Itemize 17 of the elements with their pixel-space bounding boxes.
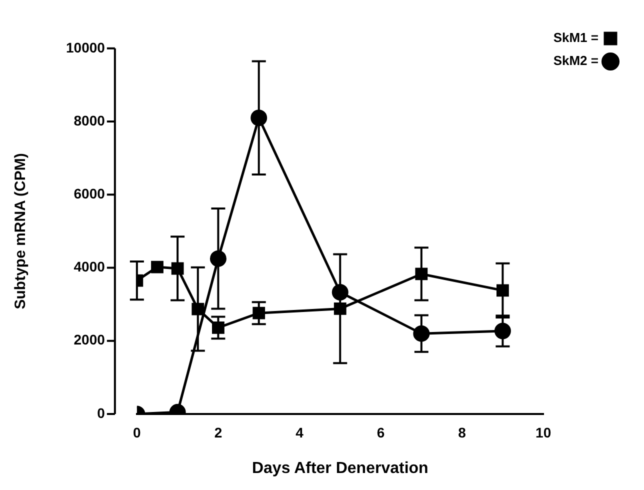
- point: [151, 260, 164, 274]
- x-tick-label: 6: [376, 424, 385, 440]
- legend-label: SkM1 =: [553, 30, 599, 46]
- y-axis-title: Subtype mRNA (CPM): [12, 153, 30, 310]
- x-tick-label: 4: [296, 424, 304, 440]
- x-tick-label: 10: [536, 424, 552, 440]
- y-tick-label: 0: [97, 404, 106, 421]
- x-axis-title: Days After Denervation: [252, 460, 428, 477]
- y-tick-label: 8000: [74, 112, 106, 128]
- x-tick-label: 2: [214, 424, 222, 440]
- y-tick-label: 10000: [66, 39, 106, 56]
- y-tick-label: 4000: [74, 258, 106, 275]
- y-tick-label: 2000: [74, 332, 106, 348]
- legend-label: SkM2 =: [553, 53, 599, 68]
- y-tick-label: 6000: [74, 186, 106, 202]
- x-tick-label: 0: [133, 424, 142, 440]
- x-tick-label: 8: [458, 424, 466, 440]
